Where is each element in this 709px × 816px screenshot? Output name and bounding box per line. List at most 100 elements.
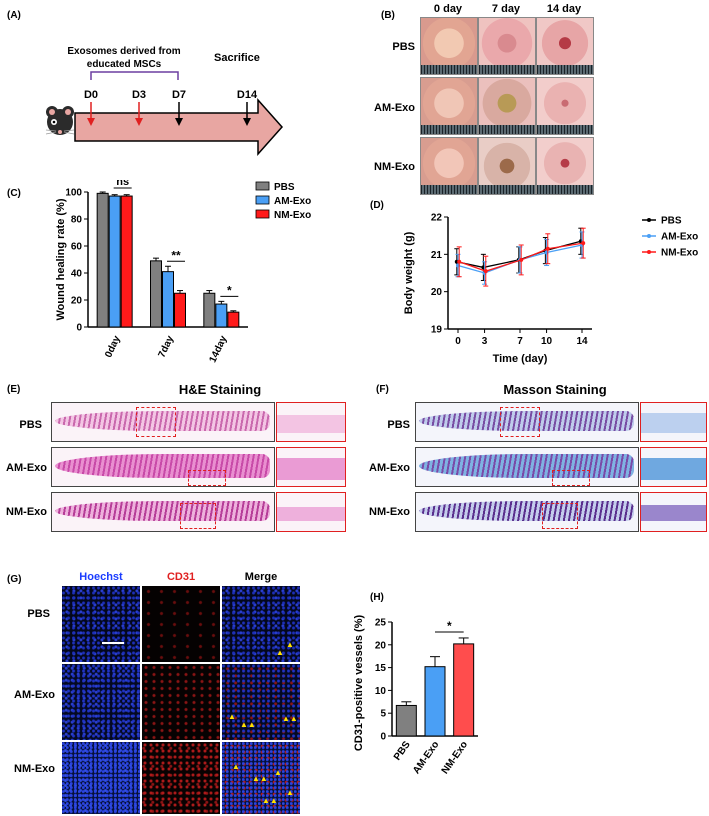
he-roi-nm-exo [180,503,216,529]
he-zoom-am-exo [276,447,346,487]
chart-d-xtick-label: 10 [541,336,553,347]
he-title: H&E Staining [178,382,262,397]
wound-photo-am-exo-0day [420,77,478,135]
injection-arrow-d0 [87,102,95,126]
chart-d-legend-label: PBS [661,216,682,227]
chart-h-ylabel: CD31-positive vessels (%) [353,615,365,752]
chart-c-xtick-label: 7day [157,334,177,360]
chart-c-bar [96,192,109,328]
fluor-pbs-hoechst [62,586,140,662]
he-row-nm-exo: NM-Exo [6,506,47,518]
fluor-pbs-cd31 [142,586,220,662]
chart-c-ylabel: Wound healing rate (%) [55,198,67,320]
photo-col-7day: 7 day [491,3,521,15]
fluor-nm-exo-cd31 [142,742,220,814]
fluor-col-hoechst: Hoechst [79,571,123,583]
chart-d-point [519,257,524,262]
chart-c-sig-star: ** [171,248,181,262]
wound-photo-am-exo-14day [536,77,594,135]
masson-roi-nm-exo [542,503,578,529]
chart-c-legend-label: PBS [274,182,295,193]
fluor-row-pbs: PBS [27,608,50,620]
chart-c-bar [203,292,216,328]
chart-d-point [457,259,462,264]
masson-row-am-exo: AM-Exo [369,462,410,474]
timeline-arrow [74,98,284,156]
cd31-chart: CD31-positive vessels (%) 0 5 10 15 20 25 PBS… [353,615,478,776]
fluor-row-am-exo: AM-Exo [14,689,55,701]
fluor-am-exo-hoechst [62,664,140,740]
panel-label-h: (H) [370,592,384,603]
chart-h-bar [424,666,446,737]
chart-h-xtick-label: AM-Exo [411,739,441,776]
time-arrow-d7 [175,102,183,126]
he-zoom-nm-exo [276,492,346,532]
chart-d-xtick-label: 0 [455,336,461,347]
fluor-row-nm-exo: NM-Exo [14,763,55,775]
photo-col-14day: 14 day [546,3,582,15]
chart-c-legend-swatch [255,209,270,219]
tick-label-d14: D14 [237,89,258,101]
chart-h-ytick-label: 0 [380,732,386,743]
wound-photo-pbs-0day [420,17,478,75]
fluor-col-merge: Merge [244,571,278,583]
panel-label-a: (A) [7,10,21,21]
chart-h-ytick-label: 15 [375,663,387,674]
wound-photo-pbs-14day [536,17,594,75]
wound-photo-am-exo-7day [478,77,536,135]
chart-d-ytick-label: 22 [431,213,443,224]
injection-arrow-d3 [135,102,143,126]
he-roi-am-exo [188,470,226,486]
chart-c-bar [120,195,133,328]
tick-label-d3: D3 [132,89,146,101]
panel-label-b: (B) [381,10,395,21]
bracket [90,71,179,80]
masson-zoom-nm-exo [640,492,707,532]
chart-c-bar [150,260,162,328]
fluor-am-exo-cd31 [142,664,220,740]
he-section-nm-exo [51,492,275,532]
panel-label-f: (F) [376,384,389,395]
wound-photo-nm-exo-7day [478,137,536,195]
fluor-col-cd31: CD31 [166,571,196,583]
he-zoom-pbs [276,402,346,442]
chart-d-xtick-label: 7 [517,336,523,347]
photo-col-0day: 0 day [433,3,463,15]
fluor-pbs-merge: ▲ ▲ [222,586,300,662]
chart-c-sig-ns: ns [116,180,129,188]
chart-d-point [545,246,550,251]
he-roi-pbs [136,407,176,437]
chart-c-ytick-label: 80 [71,215,83,226]
chart-c-bar [227,311,240,328]
chart-d-legend-label: AM-Exo [661,232,698,243]
panel-label-d: (D) [370,200,384,211]
exosome-note: Exosomes derived from educated MSCs [50,45,198,71]
chart-c-ytick-label: 0 [76,323,82,334]
wound-healing-chart: Wound healing rate (%) 0 20 40 60 80 100 0day… [55,180,311,365]
chart-c-xtick-label: 14day [208,334,230,365]
chart-c-bar [215,303,228,328]
photo-row-pbs: PBS [392,41,415,53]
fluor-nm-exo-hoechst [62,742,140,814]
chart-d-point [483,269,488,274]
chart-d-ytick-label: 20 [431,287,443,298]
chart-h-xtick-label: NM-Exo [440,739,470,776]
chart-d-point [581,241,586,246]
masson-section-am-exo [415,447,639,487]
chart-c-ytick-label: 60 [71,242,83,253]
fluor-am-exo-merge: ▲ ▲▲ ▲▲ [222,664,300,740]
exosome-note-line2: educated MSCs [86,59,162,70]
chart-d-legend-marker [647,250,651,254]
tick-label-d0: D0 [84,89,98,101]
masson-zoom-pbs [640,402,707,442]
chart-c-legend-label: AM-Exo [274,196,311,207]
masson-title: Masson Staining [503,382,607,397]
chart-c-ytick-label: 100 [65,188,82,199]
chart-c-ytick-label: 20 [71,296,83,307]
chart-d-ytick-label: 21 [431,250,443,261]
chart-d-legend-marker [647,234,651,238]
wound-photo-nm-exo-14day [536,137,594,195]
masson-section-pbs [415,402,639,442]
masson-zoom-am-exo [640,447,707,487]
he-section-pbs [51,402,275,442]
